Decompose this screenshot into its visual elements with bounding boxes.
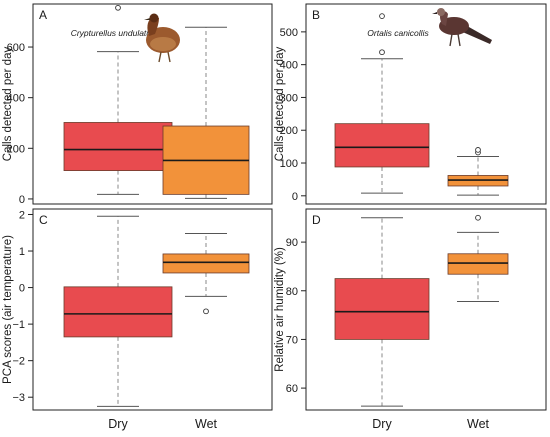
y-tick-label: 200 bbox=[280, 125, 298, 137]
panel-label: B bbox=[312, 8, 320, 22]
outlier-point bbox=[379, 49, 385, 56]
y-tick-label: −2 bbox=[12, 356, 25, 368]
bird-leg bbox=[167, 51, 171, 63]
chart-panel-b: B 0 100 200 300 400 500 Calls detected per day O… bbox=[274, 3, 547, 205]
y-tick-label: 90 bbox=[286, 237, 298, 249]
box-wet bbox=[447, 147, 509, 196]
box-dry bbox=[334, 217, 430, 407]
y-tick-label: 60 bbox=[286, 383, 298, 395]
y-tick-label: 400 bbox=[280, 60, 298, 72]
bird-chachalaca-illustration bbox=[432, 8, 492, 47]
y-tick-label: 80 bbox=[286, 286, 298, 298]
bird-head bbox=[149, 13, 159, 23]
panel-label: C bbox=[39, 213, 48, 227]
y-tick-label: 70 bbox=[286, 334, 298, 346]
y-axis-label: PCA scores (air temperature) bbox=[2, 235, 14, 384]
bird-beak bbox=[144, 18, 150, 20]
box-iqr bbox=[334, 278, 430, 340]
outlier-point bbox=[379, 13, 385, 19]
x-tick-label-wet: Wet bbox=[467, 417, 490, 431]
box-wet bbox=[447, 214, 509, 302]
plot-frame bbox=[32, 3, 273, 205]
y-tick-label: 300 bbox=[280, 92, 298, 104]
y-axis-label: Relative air humidity (%) bbox=[274, 247, 286, 372]
bird-leg bbox=[449, 33, 453, 47]
y-tick-label: 500 bbox=[280, 27, 298, 39]
y-tick-label: 2 bbox=[19, 209, 25, 221]
outlier-point bbox=[475, 147, 481, 153]
bird-beak bbox=[432, 12, 437, 14]
panel-label: A bbox=[39, 8, 47, 22]
y-tick-label: 0 bbox=[19, 283, 25, 295]
x-tick-label-wet: Wet bbox=[195, 417, 218, 431]
y-tick-label: −1 bbox=[12, 319, 25, 331]
box-iqr bbox=[63, 122, 173, 171]
y-tick-label: −3 bbox=[12, 392, 25, 404]
box-iqr bbox=[162, 253, 250, 274]
box-iqr bbox=[447, 253, 509, 275]
box-dry bbox=[334, 13, 430, 194]
y-tick-label: 200 bbox=[7, 143, 25, 155]
box-dry bbox=[63, 4, 173, 195]
species-name: Ortalis canicollis bbox=[367, 28, 429, 38]
outlier-point bbox=[115, 4, 121, 11]
x-tick-label-dry: Dry bbox=[372, 417, 392, 431]
box-wet bbox=[162, 232, 250, 315]
outlier-point bbox=[475, 214, 481, 221]
outlier-point bbox=[203, 308, 209, 315]
box-dry bbox=[63, 215, 173, 407]
y-tick-label: 100 bbox=[280, 158, 298, 170]
panel-label: D bbox=[312, 213, 321, 227]
chart-panel-c: C −3 −2 −1 0 1 2 PCA scores (air temperature) Dr… bbox=[2, 208, 273, 431]
bird-leg bbox=[158, 51, 162, 63]
y-tick-label: 600 bbox=[7, 42, 25, 54]
plot-frame bbox=[32, 208, 273, 411]
y-tick-label: 1 bbox=[19, 246, 25, 258]
bird-leg bbox=[457, 33, 461, 47]
y-tick-label: 0 bbox=[292, 191, 298, 203]
bird-head bbox=[437, 8, 445, 16]
y-tick-label: 400 bbox=[7, 93, 25, 105]
plot-frame bbox=[305, 208, 547, 411]
bird-belly bbox=[150, 37, 176, 51]
y-axis-label: Calls detected per day bbox=[2, 47, 14, 162]
bird-tinamou-illustration bbox=[144, 13, 180, 63]
box-wet bbox=[162, 26, 250, 199]
box-iqr bbox=[334, 123, 430, 168]
x-tick-label-dry: Dry bbox=[108, 417, 128, 431]
plot-frame bbox=[305, 3, 547, 205]
y-tick-label: 0 bbox=[19, 194, 25, 206]
y-axis-label: Calls detected per day bbox=[274, 47, 286, 162]
box-iqr bbox=[63, 286, 173, 338]
species-name: Crypturellus undulatus bbox=[71, 28, 156, 38]
